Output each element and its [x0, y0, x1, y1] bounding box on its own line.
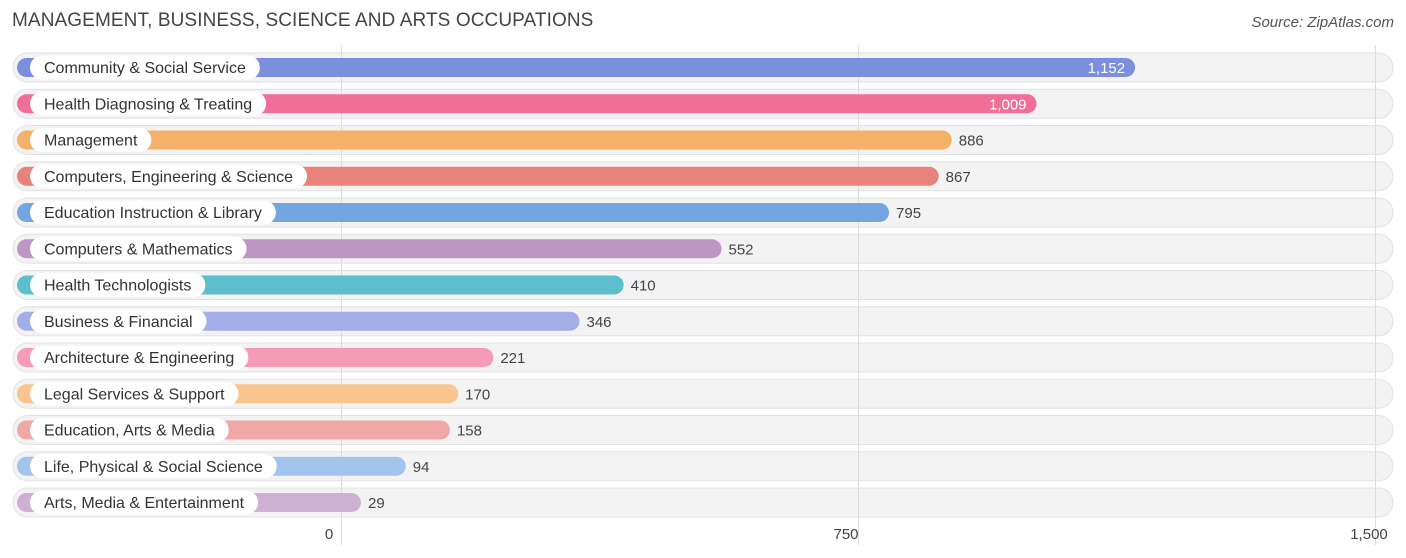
value-label: 867: [946, 169, 971, 186]
value-label: 886: [959, 133, 984, 150]
category-label: Life, Physical & Social Science: [44, 459, 263, 476]
category-label-pill: [30, 454, 277, 479]
x-axis: 0 750 1,500: [325, 526, 1388, 543]
category-label-pill: [30, 345, 249, 370]
chart-source: Source: ZipAtlas.com: [1251, 14, 1394, 31]
x-tick-label: 0: [325, 526, 333, 543]
category-label-pill: [30, 381, 239, 406]
category-label: Education, Arts & Media: [44, 423, 215, 440]
value-label: 158: [457, 423, 482, 440]
category-label: Computers & Mathematics: [44, 241, 233, 258]
category-label: Legal Services & Support: [44, 386, 225, 403]
category-label-pill: [30, 200, 276, 225]
category-label: Management: [44, 133, 138, 150]
value-label: 552: [729, 241, 754, 258]
bar: [17, 58, 1136, 77]
value-label: 346: [587, 314, 612, 331]
category-label: Business & Financial: [44, 314, 193, 331]
category-label-pill: [30, 273, 206, 297]
value-label: 1,152: [1088, 60, 1126, 77]
category-label-pill: [30, 128, 152, 152]
bars: Community & Social Service 1,152 Health Di…: [17, 55, 1136, 515]
bar: [17, 94, 1037, 114]
bar: [17, 130, 952, 150]
category-label: Community & Social Service: [44, 60, 246, 77]
category-label-pill: [30, 490, 259, 515]
value-label: 29: [368, 495, 385, 512]
category-label-pill: [30, 236, 247, 261]
category-label-pill: [30, 418, 229, 442]
category-label: Health Technologists: [44, 278, 191, 295]
category-label: Education Instruction & Library: [44, 205, 262, 222]
category-label-pill: [30, 55, 260, 80]
category-label: Architecture & Engineering: [44, 350, 234, 367]
category-label: Health Diagnosing & Treating: [44, 96, 252, 113]
x-tick-label: 750: [833, 526, 858, 543]
category-label-pill: [30, 164, 308, 189]
chart-title: MANAGEMENT, BUSINESS, SCIENCE AND ARTS O…: [12, 10, 594, 31]
value-label: 94: [413, 459, 430, 476]
value-label: 410: [631, 278, 656, 295]
category-label: Arts, Media & Entertainment: [44, 495, 245, 512]
value-label: 221: [500, 350, 525, 367]
value-label: 1,009: [989, 96, 1027, 113]
value-label: 170: [465, 386, 490, 403]
category-label-pill: [30, 309, 207, 334]
category-label-pill: [30, 91, 267, 116]
row-track: [12, 487, 1394, 518]
value-label: 795: [896, 205, 921, 222]
category-label: Computers, Engineering & Science: [44, 169, 293, 186]
x-tick-label: 1,500: [1350, 526, 1388, 543]
